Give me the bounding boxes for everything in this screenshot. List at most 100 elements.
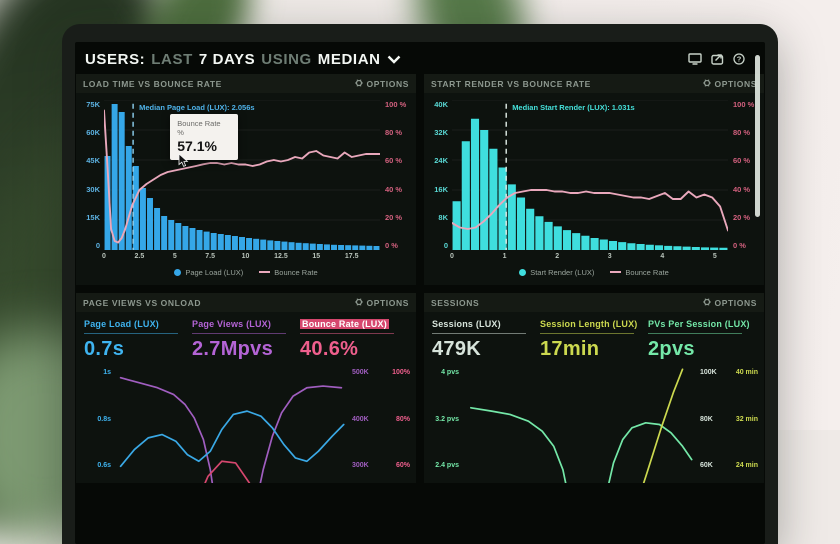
options-label: OPTIONS bbox=[367, 298, 409, 308]
spark-plot bbox=[464, 366, 694, 483]
options-button[interactable]: OPTIONS bbox=[703, 298, 757, 308]
options-label: OPTIONS bbox=[715, 298, 757, 308]
x-tick-label: 2.5 bbox=[135, 253, 145, 260]
spark-tick-label: 300K bbox=[352, 462, 369, 469]
plot-area: Median Start Render (LUX): 1.031s bbox=[452, 100, 728, 250]
x-tick-label: 3 bbox=[608, 253, 612, 260]
panel-title: SESSIONS bbox=[431, 298, 479, 308]
options-label: OPTIONS bbox=[715, 79, 757, 89]
metric-rule bbox=[192, 333, 286, 334]
metric-bounce-rate: Bounce Rate (LUX) 40.6% bbox=[300, 319, 408, 361]
options-button[interactable]: OPTIONS bbox=[355, 298, 409, 308]
tooltip-value: 57.1% bbox=[177, 138, 231, 154]
spark-tick-label: 100K bbox=[700, 369, 717, 376]
y2-tick-label: 100 % bbox=[385, 100, 406, 109]
mouse-cursor-icon bbox=[178, 154, 189, 172]
spark-tick-label: 60K bbox=[700, 462, 713, 469]
metric-label: PVs Per Session (LUX) bbox=[648, 319, 756, 329]
topbar-icons: ? bbox=[688, 53, 745, 65]
panel-title: LOAD TIME VS BOUNCE RATE bbox=[83, 79, 222, 89]
metric-rule bbox=[300, 333, 394, 334]
x-tick-label: 4 bbox=[660, 253, 664, 260]
y2-tick-label: 40 % bbox=[733, 185, 750, 194]
options-button[interactable]: OPTIONS bbox=[355, 79, 409, 89]
metric-label: Page Views (LUX) bbox=[192, 319, 300, 329]
panel-header: SESSIONS OPTIONS bbox=[424, 293, 764, 312]
y2-tick-label: 0 % bbox=[385, 241, 398, 250]
dashboard-topbar: USERS: LAST 7 DAYS USING MEDIAN ? bbox=[75, 42, 765, 74]
options-label: OPTIONS bbox=[367, 79, 409, 89]
legend-dash bbox=[610, 271, 621, 273]
options-button[interactable]: OPTIONS bbox=[703, 79, 757, 89]
metric-row: Page Load (LUX) 0.7s Page Views (LUX) 2.… bbox=[76, 312, 416, 364]
x-tick-label: 5 bbox=[713, 253, 717, 260]
bounce-rate-tooltip: Bounce Rate% 57.1% bbox=[170, 114, 238, 161]
help-icon[interactable]: ? bbox=[733, 53, 745, 65]
chevron-down-icon bbox=[387, 51, 401, 68]
date-range-selector[interactable]: USERS: LAST 7 DAYS USING MEDIAN bbox=[85, 51, 401, 68]
y-tick-label: 16K bbox=[434, 185, 448, 194]
spark-tick-label: 60% bbox=[396, 462, 410, 469]
dashboard-screen: USERS: LAST 7 DAYS USING MEDIAN ? bbox=[75, 42, 765, 544]
x-tick-label: 1 bbox=[503, 253, 507, 260]
y2-tick-label: 100 % bbox=[733, 100, 754, 109]
scrollbar[interactable] bbox=[755, 55, 760, 217]
metric-value: 40.6% bbox=[300, 338, 408, 361]
spark-tick-label: 2.4 pvs bbox=[435, 462, 459, 469]
gear-icon bbox=[355, 298, 363, 308]
gear-icon bbox=[355, 79, 363, 89]
metric-sessions: Sessions (LUX) 479K bbox=[432, 319, 540, 361]
y2-tick-label: 0 % bbox=[733, 241, 746, 250]
spark-tick-label: 80% bbox=[396, 416, 410, 423]
plot-area: Bounce Rate% 57.1% Median Page Load (LUX… bbox=[104, 100, 380, 250]
y-axis-right: 100 %80 %60 %40 %20 %0 % bbox=[380, 100, 416, 250]
y-tick-label: 60K bbox=[86, 128, 100, 137]
y-tick-label: 45K bbox=[86, 156, 100, 165]
spark-tick-label: 0.6s bbox=[97, 462, 111, 469]
laptop-frame: USERS: LAST 7 DAYS USING MEDIAN ? bbox=[62, 24, 778, 544]
metric-row: Sessions (LUX) 479K Session Length (LUX)… bbox=[424, 312, 764, 364]
title-days: 7 DAYS bbox=[199, 51, 255, 68]
panel-header: LOAD TIME VS BOUNCE RATE OPTIONS bbox=[76, 74, 416, 93]
share-icon[interactable] bbox=[711, 53, 724, 65]
panel-page-views-vs-onload: PAGE VIEWS VS ONLOAD OPTIONS Page Load (… bbox=[76, 293, 416, 483]
legend-dot bbox=[519, 269, 526, 276]
spark-tick-label: 400K bbox=[352, 416, 369, 423]
y2-tick-label: 20 % bbox=[733, 213, 750, 222]
legend-label: Start Render (LUX) bbox=[530, 268, 594, 277]
y-tick-label: 24K bbox=[434, 156, 448, 165]
spark-tick-label: 3.2 pvs bbox=[435, 416, 459, 423]
y2-tick-label: 40 % bbox=[385, 185, 402, 194]
median-annotation: Median Start Render (LUX): 1.031s bbox=[512, 103, 635, 112]
x-tick-label: 17.5 bbox=[345, 253, 359, 260]
y-tick-label: 0 bbox=[96, 241, 100, 250]
spark-tick-row: 300K 60% bbox=[352, 462, 410, 469]
legend-label: Page Load (LUX) bbox=[185, 268, 243, 277]
metric-value: 479K bbox=[432, 338, 540, 361]
y-tick-label: 0 bbox=[444, 241, 448, 250]
metric-value: 17min bbox=[540, 338, 648, 361]
y2-tick-label: 60 % bbox=[733, 156, 750, 165]
legend-dash bbox=[259, 271, 270, 273]
display-icon[interactable] bbox=[688, 53, 702, 65]
spark-plot bbox=[116, 366, 346, 483]
legend-line-series: Bounce Rate bbox=[610, 268, 668, 277]
y-tick-label: 8K bbox=[438, 213, 448, 222]
metric-label: Session Length (LUX) bbox=[540, 319, 648, 329]
panel-header: PAGE VIEWS VS ONLOAD OPTIONS bbox=[76, 293, 416, 312]
x-tick-label: 2 bbox=[555, 253, 559, 260]
metric-pvs-per-session: PVs Per Session (LUX) 2pvs bbox=[648, 319, 756, 361]
metric-page-views: Page Views (LUX) 2.7Mpvs bbox=[192, 319, 300, 361]
x-tick-label: 7.5 bbox=[205, 253, 215, 260]
spark-tick-label: 100% bbox=[392, 369, 410, 376]
